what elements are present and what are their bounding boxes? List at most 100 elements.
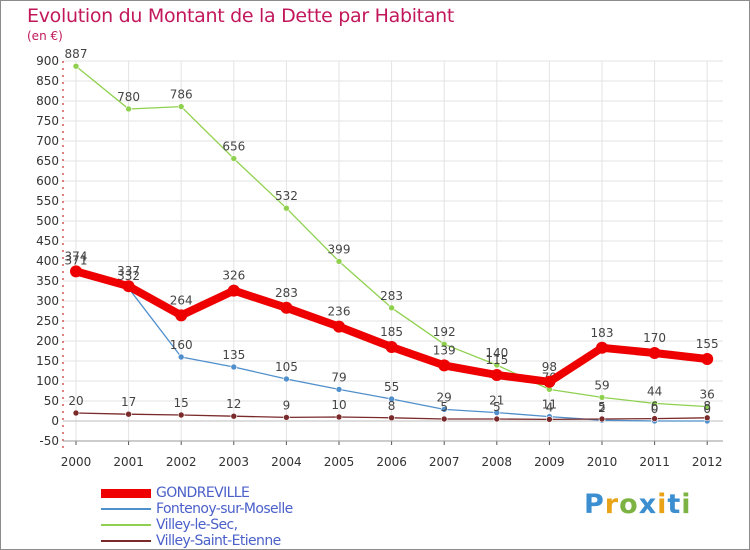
x-tick-label: 2005 (324, 455, 355, 469)
data-point (543, 375, 556, 388)
unit-label: (en €) (27, 29, 63, 43)
data-label: 283 (380, 289, 403, 303)
y-tick-label: 200 (36, 334, 59, 348)
data-label: 236 (328, 305, 351, 319)
data-label: 79 (331, 370, 346, 384)
x-tick-label: 2011 (639, 455, 670, 469)
data-point (177, 411, 185, 419)
chart-title: Evolution du Montant de la Dette par Hab… (27, 5, 455, 27)
data-label: 326 (222, 269, 245, 283)
data-point (388, 414, 395, 422)
data-point (703, 414, 711, 422)
y-tick-label: -50 (39, 434, 59, 448)
legend-item: Villey-Saint-Etienne (101, 533, 293, 549)
data-label: 105 (275, 360, 298, 374)
data-point (72, 409, 80, 417)
y-tick-label: 800 (36, 94, 59, 108)
data-point (701, 353, 714, 365)
legend-swatch (101, 488, 151, 498)
y-tick-label: 900 (36, 54, 59, 68)
data-point (230, 155, 238, 162)
x-tick-label: 2003 (219, 455, 250, 469)
data-label: 12 (226, 397, 241, 411)
data-point (283, 204, 290, 212)
data-label: 55 (384, 380, 399, 394)
data-label: 5 (598, 400, 606, 414)
logo-letter: x (638, 489, 658, 520)
data-point (175, 309, 188, 322)
data-point (493, 361, 501, 369)
data-point (230, 363, 238, 371)
data-point (335, 258, 343, 265)
proxiti-logo: Proxiti (584, 489, 692, 520)
y-tick-label: 300 (36, 294, 59, 308)
y-tick-label: 750 (36, 114, 59, 128)
x-tick-label: 2012 (692, 455, 723, 469)
data-point (335, 386, 343, 393)
data-label: 332 (117, 269, 140, 283)
legend-swatch (101, 508, 151, 510)
y-tick-label: 550 (36, 194, 59, 208)
data-label: 5 (440, 400, 448, 414)
data-point (335, 413, 343, 421)
series-gondreville: 374 337 264 326 283 236 185 139 115 98 183 170 155 (65, 249, 719, 388)
series-villey-le-sec: 887 780 786 656 532 399 283 192 140 79 59 44 36 (65, 47, 715, 410)
plot-area (63, 61, 723, 441)
data-point (230, 412, 238, 420)
legend-label: Villey-Saint-Etienne (156, 533, 281, 549)
data-label: 2 (598, 401, 606, 415)
data-label: 786 (170, 88, 193, 102)
y-tick-label: 700 (36, 134, 59, 148)
data-label: 780 (117, 90, 140, 104)
data-label: 44 (647, 384, 662, 398)
data-label: 9 (283, 398, 291, 412)
logo-letter: o (619, 489, 639, 520)
y-tick-label: 600 (36, 174, 59, 188)
data-point (490, 369, 503, 381)
chart-legend: GONDREVILLE Fontenoy-sur-Moselle Villey-le… (101, 485, 293, 549)
logo-letter: i (657, 489, 668, 520)
data-point (440, 340, 448, 348)
data-label: 11 (542, 398, 557, 412)
logo-letter: P (584, 489, 605, 520)
data-point (703, 403, 711, 410)
data-point (388, 304, 395, 312)
x-tick-label: 2000 (61, 455, 92, 469)
data-point (70, 265, 82, 278)
logo-letter: r (604, 489, 620, 520)
data-label: 0 (703, 402, 711, 416)
y-tick-label: 650 (36, 154, 59, 168)
legend-swatch (101, 540, 151, 542)
data-label: 6 (651, 400, 659, 414)
x-tick-label: 2007 (429, 455, 460, 469)
data-label: 264 (170, 293, 193, 307)
data-label: 0 (651, 402, 659, 416)
legend-item: GONDREVILLE (101, 485, 293, 501)
y-tick-label: 350 (36, 274, 59, 288)
data-point (177, 103, 185, 110)
data-point (546, 416, 553, 423)
data-point (493, 409, 501, 416)
logo-letter: t (667, 489, 682, 520)
x-tick-label: 2009 (534, 455, 565, 469)
data-label: 399 (328, 242, 351, 256)
data-point (125, 105, 132, 113)
data-label: 374 (65, 249, 88, 263)
x-tick-label: 2004 (271, 455, 302, 469)
legend-item: Fontenoy-sur-Moselle (101, 501, 293, 517)
data-label: 4 (546, 400, 554, 414)
y-tick-label: 400 (36, 254, 59, 268)
data-label: 160 (170, 338, 193, 352)
data-point (598, 415, 606, 423)
data-point (440, 415, 448, 423)
data-point (648, 347, 661, 359)
data-point (280, 301, 293, 314)
x-tick-label: 2001 (113, 455, 144, 469)
data-point (598, 394, 606, 401)
data-label: 8 (388, 399, 396, 413)
data-label: 59 (594, 378, 609, 392)
y-tick-label: 0 (51, 414, 59, 428)
data-label: 98 (542, 360, 557, 374)
data-label: 185 (380, 325, 403, 339)
